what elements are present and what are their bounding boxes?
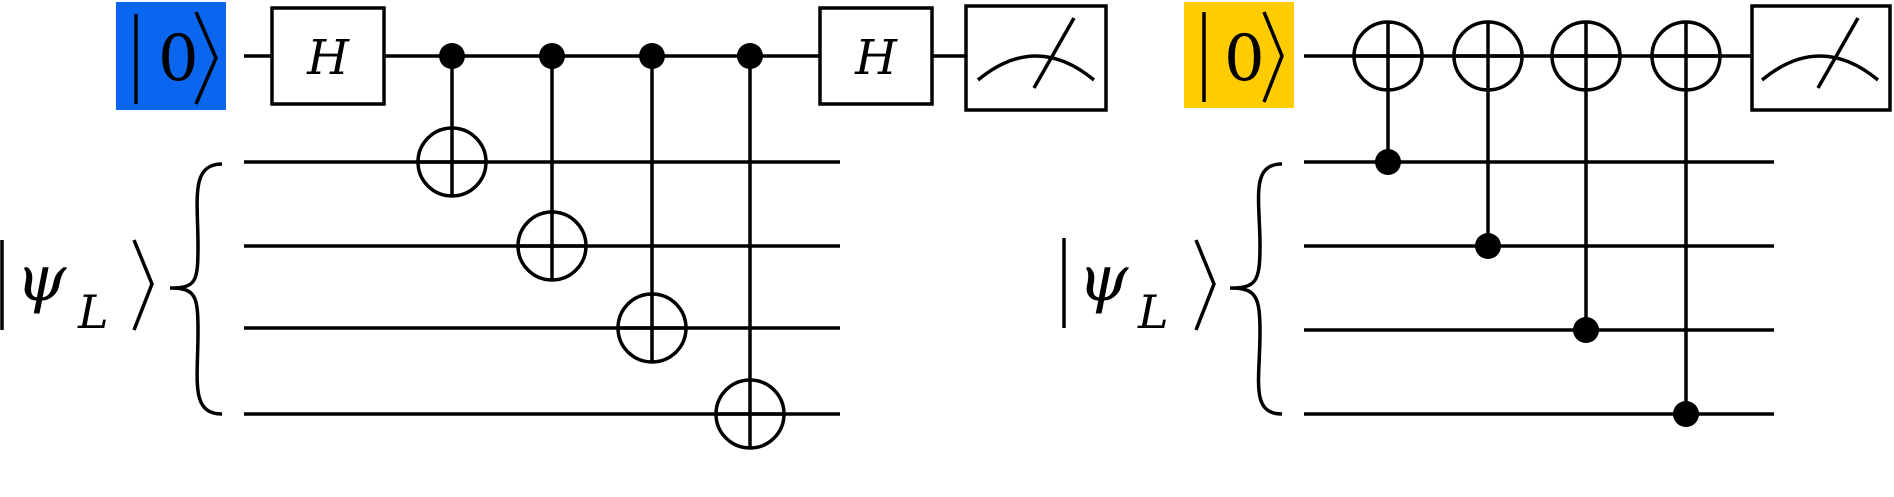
control-dot (1573, 317, 1599, 343)
hadamard-gate-label: H (306, 30, 350, 86)
cnot-gate (1650, 20, 1722, 427)
ancilla-ket-value: 0 (158, 22, 199, 96)
cnot-gate (416, 43, 488, 198)
cnot-gate (1352, 20, 1424, 175)
ancilla-ket: 0 (134, 11, 218, 105)
cnot-gate (1452, 20, 1524, 259)
cnot-gate (714, 43, 786, 450)
measurement-meter (1750, 4, 1892, 112)
psi-symbol: ψ (16, 242, 67, 316)
psi-symbol: ψ (1078, 242, 1129, 316)
control-dot (539, 43, 565, 69)
measurement-meter (964, 4, 1108, 112)
left-circuit: 0 H H (0, 2, 1108, 450)
hadamard-gate-label: H (854, 30, 898, 86)
cnot-gate (616, 43, 688, 364)
logical-state-label: ψ L (1062, 238, 1216, 339)
control-dot (1475, 233, 1501, 259)
cnot-gate (1550, 20, 1622, 343)
hadamard-gate: H (818, 6, 934, 106)
ancilla-ket-value: 0 (1224, 22, 1265, 96)
control-dot (439, 43, 465, 69)
control-dot (639, 43, 665, 69)
psi-subscript: L (77, 285, 109, 339)
psi-subscript: L (1137, 285, 1169, 339)
control-dot (737, 43, 763, 69)
ancilla-ket: 0 (1202, 11, 1284, 103)
cnot-gate (516, 43, 588, 282)
register-brace (169, 162, 223, 416)
right-circuit: 0 (1062, 2, 1892, 427)
control-dot (1673, 401, 1699, 427)
register-brace (1229, 162, 1283, 416)
hadamard-gate: H (270, 6, 386, 106)
logical-state-label: ψ L (0, 239, 154, 339)
control-dot (1375, 149, 1401, 175)
